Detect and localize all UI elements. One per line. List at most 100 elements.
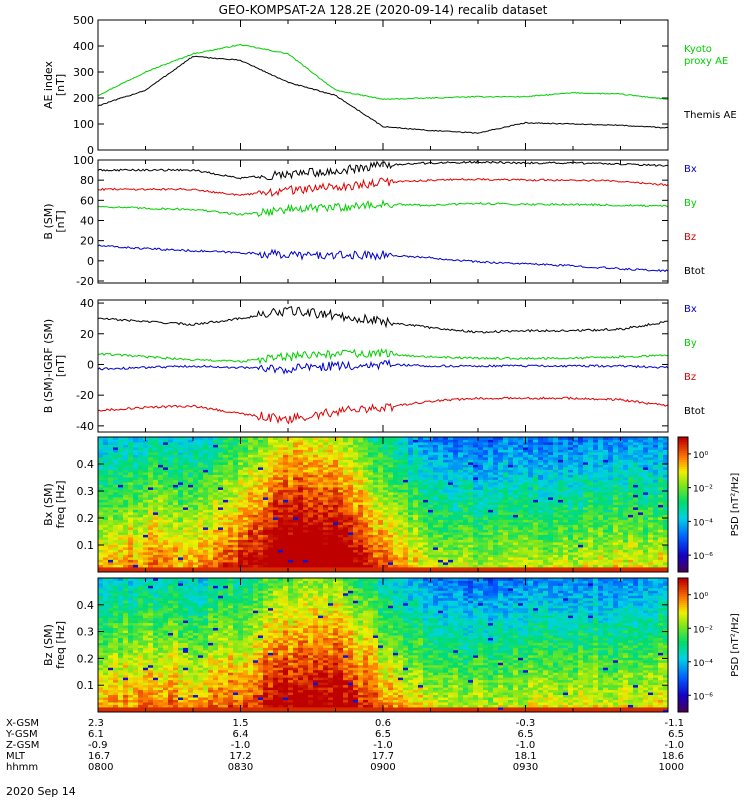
legend-btot: Btot bbox=[684, 266, 705, 277]
y-tick-label: 200 bbox=[73, 92, 94, 105]
y-tick-label: 0.2 bbox=[77, 512, 95, 525]
ephemeris-value: 1.5 bbox=[233, 718, 249, 729]
legend-proxy-ae: proxy AE bbox=[684, 56, 728, 67]
panel-5: Bz (SM) freq [Hz] 10⁰ 10⁻² 10⁻⁴ 10⁻⁶ PSD [nT²/… bbox=[42, 577, 741, 713]
ephemeris-value: 0930 bbox=[513, 762, 538, 773]
panel-3: B (SM)-IGRF (SM) [nT] Bx By Bz Btot -40 -20 0 20 4… bbox=[42, 297, 705, 433]
y-tick-label: 60 bbox=[80, 194, 94, 207]
footer-date: 2020 Sep 14 bbox=[6, 785, 76, 798]
ephemeris-value: 17.2 bbox=[229, 751, 251, 762]
ephemeris-value: 6.5 bbox=[518, 729, 534, 740]
y-tick-label: 100 bbox=[73, 118, 94, 131]
panel-3-ylabel: B (SM)-IGRF (SM) bbox=[42, 319, 55, 413]
legend-by: By bbox=[684, 198, 697, 209]
panel-frame bbox=[97, 19, 669, 151]
legend-btot: Btot bbox=[684, 406, 705, 417]
legend-kyoto: Kyoto bbox=[684, 44, 712, 55]
colorbar-tick-label: 10⁻⁴ bbox=[693, 659, 713, 669]
colorbar: 10⁰ 10⁻² 10⁻⁴ 10⁻⁶ PSD [nT²/Hz] bbox=[677, 436, 741, 573]
ephemeris-value: -1.0 bbox=[664, 740, 684, 751]
colorbar-tick-label: 10⁻² bbox=[693, 485, 713, 495]
series-kyoto-proxy-ae bbox=[98, 43, 668, 101]
colorbar-tick-label: 10⁰ bbox=[693, 451, 708, 461]
ephemeris-value: 18.6 bbox=[662, 751, 684, 762]
y-tick-label: 0.2 bbox=[77, 652, 95, 665]
panel-4-ylabel: freq [Hz] bbox=[54, 480, 67, 528]
ephemeris-row-label: MLT bbox=[6, 751, 26, 762]
ephemeris-value: 6.1 bbox=[88, 729, 104, 740]
ephemeris-value: 6.5 bbox=[375, 729, 391, 740]
spectrogram-cells bbox=[98, 578, 669, 713]
series-bz bbox=[98, 177, 668, 198]
ephemeris-value: -0.3 bbox=[516, 718, 536, 729]
ephemeris-value: 6.4 bbox=[233, 729, 249, 740]
y-tick-label: 40 bbox=[80, 214, 94, 227]
y-tick-label: 20 bbox=[80, 235, 94, 248]
panel-5-ylabel: Bz (SM) bbox=[42, 624, 55, 666]
series-bz bbox=[98, 396, 668, 425]
y-tick-label: 0.1 bbox=[77, 539, 95, 552]
legend-bx: Bx bbox=[684, 164, 697, 175]
series-by bbox=[98, 347, 668, 365]
figure-title: GEO-KOMPSAT-2A 128.2E (2020-09-14) recal… bbox=[219, 3, 548, 17]
panel-1-ylabel: AE index bbox=[42, 60, 55, 109]
colorbar: 10⁰ 10⁻² 10⁻⁴ 10⁻⁶ PSD [nT²/Hz] bbox=[677, 577, 741, 713]
panel-4-ylabel: Bx (SM) bbox=[42, 483, 55, 526]
colorbar-label: PSD [nT²/Hz] bbox=[730, 613, 741, 677]
ephemeris-value: -0.9 bbox=[88, 740, 108, 751]
y-tick-label: 300 bbox=[73, 66, 94, 79]
ephemeris-value: 0830 bbox=[228, 762, 253, 773]
ephemeris-value: 6.5 bbox=[668, 729, 684, 740]
y-tick-label: 0 bbox=[87, 358, 94, 371]
ephemeris-value: 0900 bbox=[370, 762, 395, 773]
y-tick-label: -40 bbox=[76, 420, 94, 433]
y-tick-label: 100 bbox=[73, 154, 94, 167]
y-tick-label: 40 bbox=[80, 297, 94, 310]
ephemeris-value: 16.7 bbox=[88, 751, 110, 762]
legend-bz: Bz bbox=[684, 372, 696, 383]
colorbar-tick-label: 10⁻⁶ bbox=[693, 692, 713, 702]
y-tick-label: 0.3 bbox=[77, 626, 95, 639]
ephemeris-value: 0.6 bbox=[375, 718, 391, 729]
y-tick-label: 500 bbox=[73, 14, 94, 27]
y-tick-label: 0.3 bbox=[77, 485, 95, 498]
panel-2: B (SM) [nT] Bx By Bz Btot -20 0 20 40 60 80 100 bbox=[42, 154, 705, 288]
y-tick-label: 0.1 bbox=[77, 679, 95, 692]
colorbar-tick-label: 10⁰ bbox=[693, 592, 708, 602]
y-tick-label: -20 bbox=[76, 389, 94, 402]
panel-5-ylabel: freq [Hz] bbox=[54, 621, 67, 669]
colorbar-tick-label: 10⁻⁶ bbox=[693, 552, 713, 562]
panel-frame bbox=[97, 159, 669, 284]
ephemeris-value: -1.0 bbox=[231, 740, 251, 751]
panel-4: Bx (SM) freq [Hz] 10⁰ 10⁻² 10⁻⁴ 10⁻⁶ PSD [nT²/… bbox=[42, 436, 741, 573]
ephemeris-value: 17.7 bbox=[372, 751, 394, 762]
ephemeris-value: -1.0 bbox=[516, 740, 536, 751]
y-tick-label: 80 bbox=[80, 174, 94, 187]
series-bx bbox=[98, 244, 668, 273]
series-by bbox=[98, 198, 668, 218]
panel-3-ylabel: [nT] bbox=[54, 355, 67, 377]
legend-themis-ae: Themis AE bbox=[683, 110, 737, 121]
ephemeris-value: -1.0 bbox=[373, 740, 393, 751]
legend-bx: Bx bbox=[684, 304, 697, 315]
colorbar-tick-label: 10⁻² bbox=[693, 625, 713, 635]
y-tick-label: 20 bbox=[80, 328, 94, 341]
y-tick-label: 0.4 bbox=[77, 458, 95, 471]
y-tick-label: 0 bbox=[87, 255, 94, 268]
ephemeris-value: 2.3 bbox=[88, 718, 104, 729]
series-btot bbox=[98, 306, 668, 334]
panel-1-ylabel: [nT] bbox=[54, 74, 67, 96]
panel-2-ylabel: B (SM) bbox=[42, 203, 55, 239]
y-tick-label: 0 bbox=[87, 144, 94, 157]
x-axis-ephemeris: X-GSM 2.3 1.5 0.6 -0.3 -1.1 Y-GSM 6.1 6.4 6.5 6.5 6… bbox=[5, 718, 684, 773]
y-tick-label: 0.4 bbox=[77, 599, 95, 612]
ephemeris-value: 1000 bbox=[659, 762, 684, 773]
ephemeris-row-label: hhmm bbox=[6, 762, 38, 773]
ephemeris-value: 0800 bbox=[88, 762, 113, 773]
ephemeris-value: 18.1 bbox=[514, 751, 536, 762]
legend-bz: Bz bbox=[684, 232, 696, 243]
ephemeris-value: -1.1 bbox=[664, 718, 684, 729]
legend-by: By bbox=[684, 338, 697, 349]
